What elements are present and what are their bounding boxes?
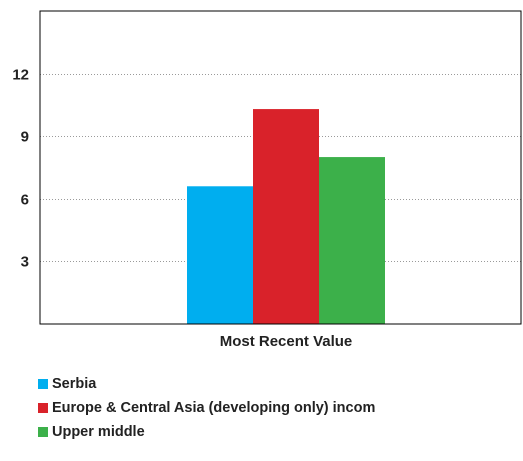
y-axis-tick-labels: 3 6 9 12 <box>12 67 29 271</box>
x-category-label: Most Recent Value <box>220 333 353 350</box>
legend-item-serbia: Serbia <box>38 372 375 396</box>
legend-item-upper-middle: Upper middle <box>38 420 375 444</box>
bars <box>187 109 385 324</box>
plot-area-frame <box>39 10 522 325</box>
bar-europe-central-asia-developing-only-incom <box>253 109 319 324</box>
legend-swatch-upper-middle <box>38 427 48 437</box>
legend-label-serbia: Serbia <box>52 376 97 392</box>
y-tick-label-3: 3 <box>21 254 29 271</box>
y-tick-label-6: 6 <box>21 192 29 209</box>
legend-swatch-serbia <box>38 379 48 389</box>
legend: Serbia Europe & Central Asia (developing… <box>38 372 375 444</box>
bar-upper-middle <box>319 157 385 324</box>
legend-label-europe-central-asia: Europe & Central Asia (developing only) … <box>52 400 376 416</box>
y-tick-label-12: 12 <box>12 67 29 84</box>
bar-chart: 3 6 9 12 Most Recent Value <box>12 10 522 350</box>
legend-label-upper-middle: Upper middle <box>52 424 145 440</box>
legend-swatch-europe-central-asia <box>38 403 48 413</box>
legend-item-europe-central-asia: Europe & Central Asia (developing only) … <box>38 396 375 420</box>
bar-serbia <box>187 186 253 324</box>
y-tick-label-9: 9 <box>21 129 29 146</box>
